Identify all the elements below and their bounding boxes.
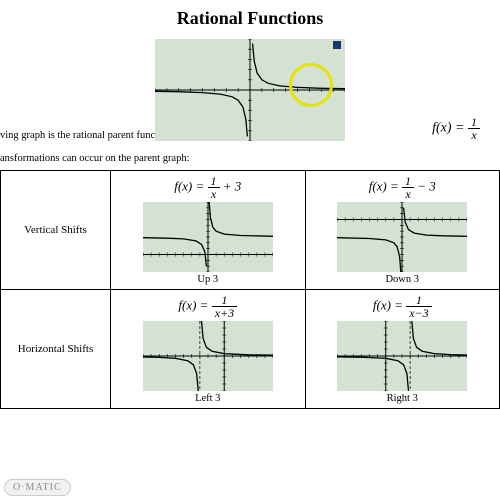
function-graph — [337, 202, 467, 272]
table-row: Horizontal Shifts f(x) = 1x+3 Left 3 f(x… — [1, 290, 500, 409]
cell-formula: f(x) = 1x + 3 — [113, 175, 303, 200]
function-graph — [143, 202, 273, 272]
function-graph — [143, 321, 273, 391]
transformation-cell: f(x) = 1x+3 Left 3 — [111, 290, 306, 409]
cell-caption: Up 3 — [113, 274, 303, 285]
function-graph — [155, 39, 345, 141]
watermark-badge: O·MATIC — [4, 479, 71, 496]
table-row: Vertical Shifts f(x) = 1x + 3 Up 3 f(x) … — [1, 171, 500, 290]
cell-formula: f(x) = 1x+3 — [113, 294, 303, 319]
parent-formula: f(x) = 1x — [432, 116, 480, 141]
cell-formula: f(x) = 1x − 3 — [308, 175, 498, 200]
cell-caption: Down 3 — [308, 274, 498, 285]
cell-formula: f(x) = 1x−3 — [308, 294, 498, 319]
row-label: Horizontal Shifts — [1, 290, 111, 409]
parent-graph-wrap — [155, 39, 345, 141]
transformation-cell: f(x) = 1x−3 Right 3 — [305, 290, 500, 409]
cell-caption: Right 3 — [308, 393, 498, 404]
graph-status-icon — [333, 41, 341, 49]
page-title: Rational Functions — [0, 0, 500, 39]
transformation-cell: f(x) = 1x − 3 Down 3 — [305, 171, 500, 290]
transformations-caption: ansformations can occur on the parent gr… — [0, 149, 500, 170]
transformations-table: Vertical Shifts f(x) = 1x + 3 Up 3 f(x) … — [0, 170, 500, 409]
row-label: Vertical Shifts — [1, 171, 111, 290]
parent-function-section: ving graph is the rational parent functi… — [0, 39, 500, 149]
function-graph — [337, 321, 467, 391]
parent-caption: ving graph is the rational parent functi… — [0, 130, 174, 141]
transformation-cell: f(x) = 1x + 3 Up 3 — [111, 171, 306, 290]
cell-caption: Left 3 — [113, 393, 303, 404]
